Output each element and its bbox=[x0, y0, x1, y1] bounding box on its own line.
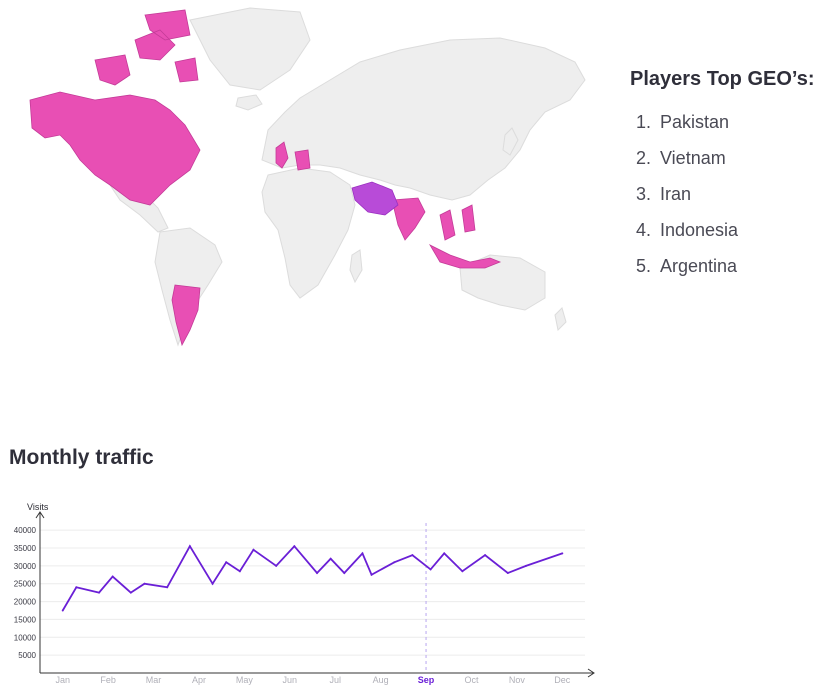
traffic-data-point bbox=[252, 548, 255, 551]
y-tick-label: 20000 bbox=[14, 598, 37, 607]
traffic-data-point bbox=[524, 564, 527, 567]
top-geo-item: 2. Vietnam bbox=[636, 145, 820, 181]
traffic-data-point bbox=[429, 568, 432, 571]
traffic-data-point bbox=[166, 586, 169, 589]
y-tick-label: 30000 bbox=[14, 562, 37, 571]
australia-shape bbox=[459, 254, 546, 311]
y-tick-label: 15000 bbox=[14, 615, 37, 624]
y-axis-arrow bbox=[35, 511, 45, 519]
top-geo-country: Vietnam bbox=[660, 148, 726, 168]
top-geo-rank: 3. bbox=[636, 184, 652, 204]
top-geo-rank: 2. bbox=[636, 148, 652, 168]
traffic-data-point bbox=[506, 572, 509, 574]
traffic-data-point bbox=[370, 573, 373, 576]
africa-shape bbox=[261, 167, 356, 299]
traffic-data-point bbox=[361, 552, 364, 555]
traffic-data-point bbox=[329, 557, 332, 560]
traffic-data-point bbox=[75, 586, 78, 589]
monthly-traffic-title: Monthly traffic bbox=[9, 446, 154, 469]
top-geo-title: Players Top GEO’s: bbox=[630, 68, 815, 90]
map-highlight-regions bbox=[29, 9, 502, 347]
x-tick-label: Oct bbox=[464, 675, 479, 685]
traffic-data-point bbox=[561, 552, 564, 555]
traffic-data-point bbox=[343, 572, 346, 574]
x-tick-label: May bbox=[236, 675, 254, 685]
uk-shape bbox=[275, 141, 289, 169]
traffic-data-point bbox=[393, 561, 396, 564]
y-axis-label: Visits bbox=[27, 502, 49, 512]
x-tick-label: Nov bbox=[509, 675, 526, 685]
top-geo-item: 1. Pakistan bbox=[636, 109, 820, 145]
top-geo-item: 4. Indonesia bbox=[636, 217, 820, 253]
traffic-data-point bbox=[293, 545, 296, 548]
traffic-data-point bbox=[188, 545, 191, 548]
iran-pakistan-shape bbox=[351, 181, 399, 216]
x-tick-label: Apr bbox=[192, 675, 206, 685]
traffic-data-point bbox=[238, 570, 241, 573]
x-tick-label: Jul bbox=[329, 675, 341, 685]
argentina-shape bbox=[171, 284, 201, 347]
traffic-data-point bbox=[98, 591, 101, 594]
traffic-data-point bbox=[484, 554, 487, 557]
top-geo-item: 3. Iran bbox=[636, 181, 820, 217]
x-tick-label: Sep bbox=[418, 675, 435, 685]
traffic-data-point bbox=[143, 582, 146, 585]
traffic-data-point bbox=[225, 561, 228, 564]
y-tick-label: 5000 bbox=[18, 651, 36, 660]
traffic-data-point bbox=[461, 570, 464, 573]
top-geo-item: 5. Argentina bbox=[636, 253, 820, 289]
map-highlight-alt-regions bbox=[351, 181, 399, 216]
x-axis-arrow bbox=[587, 668, 595, 678]
top-geo-rank: 4. bbox=[636, 220, 652, 240]
world-map bbox=[29, 7, 586, 347]
top-geo-country: Iran bbox=[660, 184, 692, 204]
germany-shape bbox=[294, 149, 311, 171]
y-tick-label: 25000 bbox=[14, 580, 37, 589]
top-geo-rank: 5. bbox=[636, 256, 652, 276]
x-tick-label: Dec bbox=[554, 675, 571, 685]
traffic-data-point bbox=[61, 609, 64, 612]
north-america-shape bbox=[29, 91, 201, 206]
japan-shape bbox=[502, 127, 519, 156]
india-shape bbox=[391, 197, 426, 241]
y-tick-label: 10000 bbox=[14, 633, 37, 642]
top-geo-rank: 1. bbox=[636, 112, 652, 132]
x-tick-label: Jan bbox=[55, 675, 70, 685]
canada-arctic-islands-shape bbox=[94, 9, 199, 86]
x-tick-label: Mar bbox=[146, 675, 162, 685]
x-tick-label: Jun bbox=[283, 675, 298, 685]
traffic-data-point bbox=[211, 582, 214, 585]
greenland-shape bbox=[189, 7, 311, 91]
y-tick-label: 40000 bbox=[14, 526, 37, 535]
traffic-data-point bbox=[411, 554, 414, 557]
top-geo-list: 1. Pakistan 2. Vietnam 3. Iran 4. Indonesia 5. Ar… bbox=[630, 109, 820, 289]
y-tick-label: 35000 bbox=[14, 544, 37, 553]
traffic-series-line bbox=[61, 544, 563, 611]
traffic-data-point bbox=[443, 552, 446, 555]
traffic-line-chart: Visits 5000 10000 15000 20000 25000 30000 35000… bbox=[14, 502, 595, 685]
traffic-data-point bbox=[129, 591, 132, 594]
southeast-asia-shape bbox=[439, 204, 476, 241]
traffic-data-point bbox=[275, 564, 278, 567]
madagascar-shape bbox=[349, 249, 363, 284]
eurasia-shape bbox=[261, 37, 586, 201]
x-tick-label: Feb bbox=[100, 675, 116, 685]
top-geo-country: Indonesia bbox=[660, 220, 739, 240]
top-geo-country: Pakistan bbox=[660, 112, 730, 132]
x-tick-label: Aug bbox=[373, 675, 389, 685]
indonesia-shape bbox=[428, 244, 502, 269]
traffic-data-point bbox=[316, 572, 319, 574]
new-zealand-shape bbox=[554, 307, 567, 332]
iceland-shape bbox=[235, 94, 263, 111]
top-geo-country: Argentina bbox=[660, 256, 738, 276]
top-geo-panel: Players Top GEO’s: 1. Pakistan 2. Vietnam 3.… bbox=[630, 68, 820, 289]
traffic-data-point bbox=[111, 575, 114, 578]
